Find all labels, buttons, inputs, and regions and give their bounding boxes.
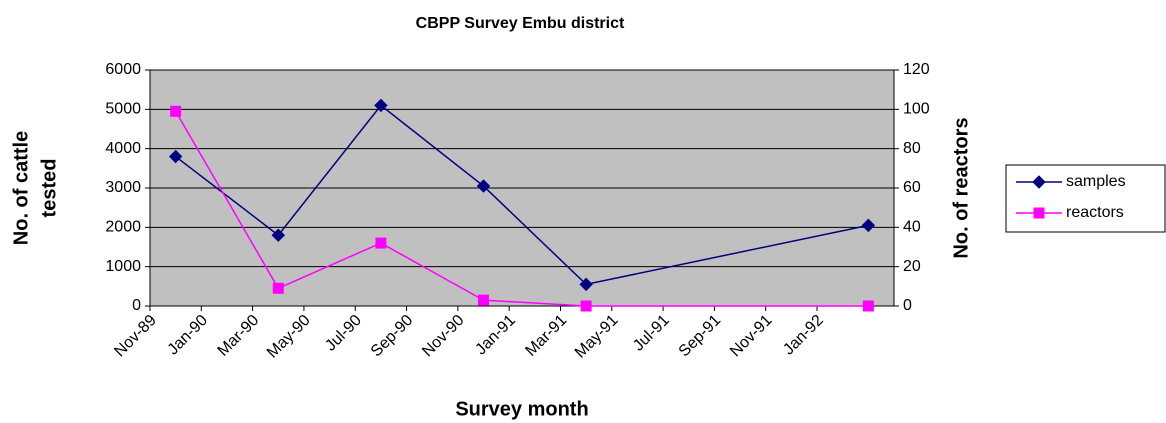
x-tick-label: Jul-90 xyxy=(322,312,365,355)
y-tick-label: 3000 xyxy=(105,179,141,196)
y2-tick-label: 100 xyxy=(903,101,930,118)
legend-label: reactors xyxy=(1066,204,1124,221)
legend: samples reactors xyxy=(1005,164,1166,233)
y-tick-label: 2000 xyxy=(105,219,141,236)
data-point xyxy=(170,105,182,117)
x-tick-label: Nov-90 xyxy=(419,312,468,361)
x-tick-label: May-91 xyxy=(572,312,622,362)
chart-title: CBPP Survey Embu district xyxy=(416,15,625,32)
x-tick-label: Mar-91 xyxy=(522,312,570,360)
data-point xyxy=(375,237,387,249)
data-point xyxy=(579,277,593,292)
x-tick-label: Sep-90 xyxy=(368,312,417,361)
y-axis-label: No. of cattle xyxy=(10,131,32,245)
y2-tick-label: 80 xyxy=(903,140,921,157)
y2-tick-label: 60 xyxy=(903,179,921,196)
y-tick-label: 1000 xyxy=(105,258,141,275)
y-tick-label: 6000 xyxy=(105,61,141,78)
y2-tick-label: 40 xyxy=(903,219,921,236)
legend-label: samples xyxy=(1066,173,1126,190)
series-line xyxy=(175,104,869,286)
legend-marker xyxy=(1033,207,1045,219)
x-tick-label: Jan-91 xyxy=(472,312,519,359)
x-tick-label: Mar-90 xyxy=(215,312,263,360)
data-point xyxy=(580,300,592,312)
x-tick-label: Jan-90 xyxy=(165,312,212,359)
y2-tick-label: 20 xyxy=(903,258,921,275)
x-axis-label: Survey month xyxy=(455,398,588,420)
y-tick-label: 0 xyxy=(132,297,141,314)
x-tick-label: Jan-92 xyxy=(780,312,827,359)
data-point xyxy=(374,98,388,113)
data-point xyxy=(478,294,490,306)
data-point xyxy=(272,282,284,294)
data-point xyxy=(862,300,874,312)
data-point xyxy=(476,179,491,193)
data-point xyxy=(168,149,183,164)
series-line xyxy=(175,110,869,307)
data-point xyxy=(861,218,876,233)
x-tick-label: May-90 xyxy=(264,312,314,362)
legend-marker xyxy=(1032,175,1046,189)
x-tick-label: Nov-91 xyxy=(727,312,776,361)
x-tick-label: Jul-91 xyxy=(630,312,673,355)
y-tick-label: 5000 xyxy=(105,101,141,118)
legend-box xyxy=(1005,164,1166,233)
y-tick-label: 4000 xyxy=(105,140,141,157)
data-point xyxy=(271,228,285,242)
y2-tick-label: 120 xyxy=(903,61,930,78)
x-tick-label: Sep-91 xyxy=(676,312,725,361)
y2-tick-label: 0 xyxy=(903,297,912,314)
x-tick-label: Nov-89 xyxy=(111,312,160,361)
y-axis-label: tested xyxy=(38,159,60,218)
y2-axis-label: No. of reactors xyxy=(950,117,972,258)
